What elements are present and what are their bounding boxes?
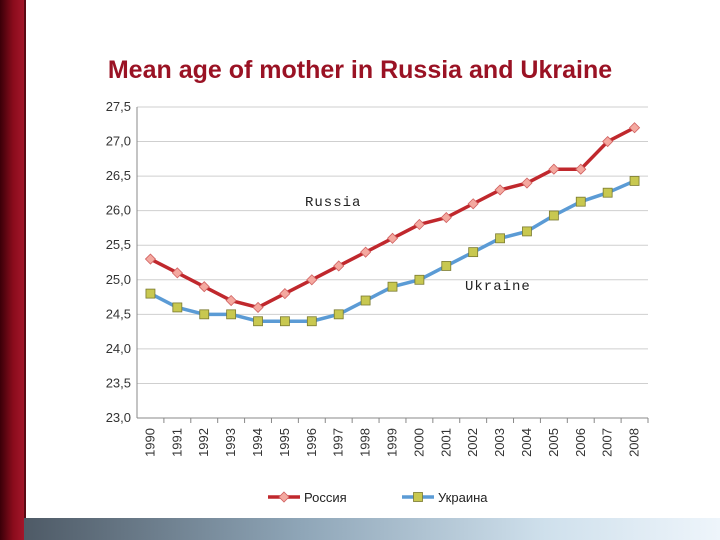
data-point (494, 184, 506, 196)
x-tick-label: 1993 (223, 428, 238, 457)
data-point (548, 163, 560, 175)
data-point (144, 253, 157, 265)
legend-marker (278, 491, 290, 503)
y-tick-label: 25,0 (106, 272, 131, 287)
series-annotation: Ukraine (465, 279, 531, 295)
left-decorative-bar (0, 0, 24, 540)
data-point (575, 163, 587, 175)
data-point (386, 232, 399, 244)
data-point (440, 212, 452, 224)
y-tick-label: 23,5 (106, 375, 131, 390)
x-tick-label: 2008 (627, 428, 642, 457)
x-tick-label: 1998 (358, 428, 373, 457)
data-point (575, 196, 586, 207)
data-point (629, 176, 640, 186)
data-point (252, 301, 264, 313)
x-tick-label: 2006 (573, 428, 588, 457)
data-point (198, 281, 210, 293)
data-point (441, 261, 452, 271)
data-point (414, 274, 425, 285)
chart-grid (137, 106, 648, 419)
x-tick-label: 1994 (250, 428, 265, 457)
data-point (495, 233, 505, 244)
y-tick-label: 24,5 (106, 306, 131, 321)
data-point (522, 226, 532, 237)
data-point (226, 309, 237, 320)
x-tick-label: 1996 (304, 428, 319, 457)
data-point (333, 260, 345, 272)
slide-title: Mean age of mother in Russia and Ukraine (107, 56, 613, 84)
data-point (280, 316, 290, 327)
x-tick-label: 1999 (385, 428, 400, 457)
x-tick-label: 1990 (142, 428, 157, 457)
legend-label: Украина (438, 490, 488, 505)
y-tick-label: 23,0 (106, 410, 131, 425)
data-point (225, 294, 237, 307)
x-tick-label: 2004 (519, 428, 534, 457)
x-tick-label: 2001 (438, 428, 453, 457)
data-point (360, 246, 372, 258)
data-point (467, 198, 479, 210)
data-point (279, 288, 291, 300)
y-tick-label: 26,5 (106, 168, 131, 183)
data-point (602, 187, 613, 198)
x-tick-label: 2000 (411, 428, 426, 457)
bottom-decorative-bar (24, 518, 720, 540)
x-tick-label: 2005 (546, 428, 561, 457)
data-point (306, 274, 318, 286)
data-point (253, 316, 263, 327)
data-point (387, 281, 398, 292)
data-point (199, 309, 210, 320)
series-line (149, 126, 636, 310)
data-point (468, 247, 479, 258)
data-point (360, 295, 371, 306)
y-tick-label: 25,5 (106, 237, 131, 252)
legend-label: Россия (304, 490, 347, 505)
x-tick-label: 2003 (492, 428, 507, 457)
data-point (602, 135, 614, 148)
chart-series (144, 122, 641, 327)
y-tick-label: 27,5 (106, 99, 131, 114)
data-point (306, 316, 317, 327)
x-tick-label: 2002 (465, 428, 480, 457)
data-point (171, 267, 183, 279)
chart-legend: Россия Украина (268, 490, 488, 505)
data-point (413, 218, 425, 231)
data-point (333, 309, 344, 320)
data-point (521, 177, 533, 189)
legend-marker (413, 492, 423, 502)
x-tick-label: 1997 (331, 428, 346, 457)
x-tick-label: 1991 (169, 428, 184, 457)
x-tick-label: 1992 (196, 428, 211, 457)
series-line (149, 179, 636, 323)
x-tick-label: 2007 (600, 428, 615, 457)
data-point (172, 302, 183, 313)
y-tick-label: 26,0 (106, 203, 131, 218)
x-tick-label: 1995 (277, 428, 292, 457)
series-annotation: Russia (305, 195, 361, 211)
chart-annotations: Russia Ukraine (305, 195, 531, 295)
data-point (145, 288, 156, 299)
left-bar-edge (24, 0, 26, 540)
chart-axes: 23,0 23,5 24,0 24,5 25,0 25,5 26,0 26,5 27,0 27,5… (106, 99, 649, 457)
y-tick-label: 24,0 (106, 341, 131, 356)
y-tick-label: 27,0 (106, 134, 131, 149)
data-point (548, 210, 559, 221)
data-point (628, 122, 641, 134)
